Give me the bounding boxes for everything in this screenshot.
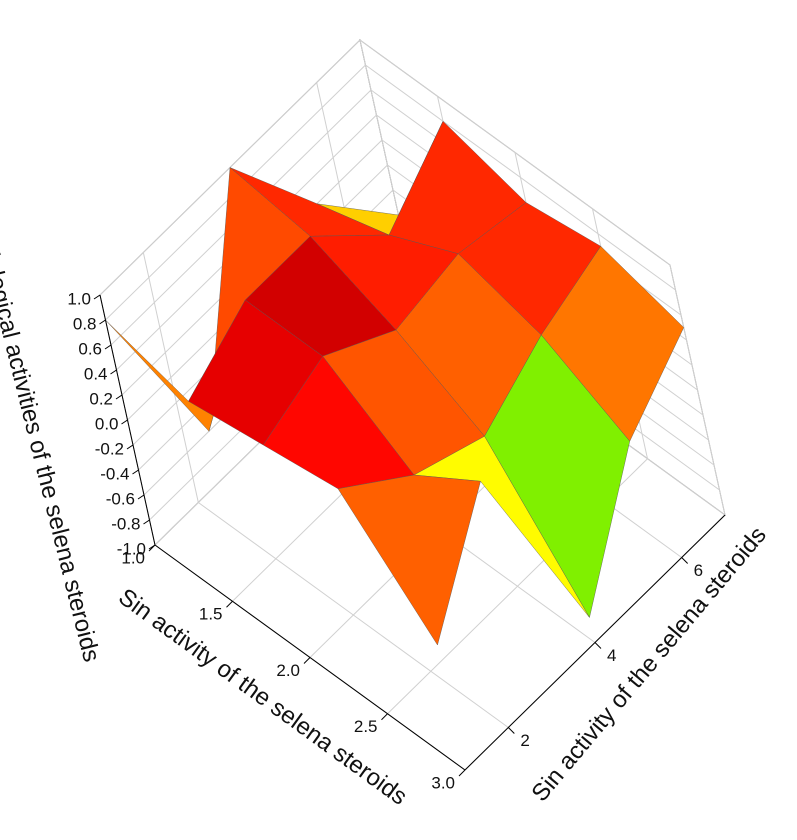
x-tick-label: 1.0 <box>121 548 145 567</box>
z-tick-label: 0.8 <box>73 314 97 333</box>
z-tick-label: 1.0 <box>67 289 91 308</box>
grid-line <box>142 252 199 503</box>
z-tick-label: -0.4 <box>100 464 129 483</box>
axis-line <box>464 514 726 771</box>
tick-mark <box>110 369 117 375</box>
tick-mark <box>99 319 106 325</box>
tick-mark <box>93 294 101 300</box>
tick-mark <box>104 344 112 350</box>
axis-line <box>154 544 466 771</box>
tick-mark <box>458 769 466 777</box>
axis-line <box>99 294 156 546</box>
z-tick-label: 0.6 <box>78 339 102 358</box>
x-tick-label: 2.0 <box>276 661 300 680</box>
tick-mark <box>115 394 123 400</box>
z-tick-label: -0.6 <box>106 489 135 508</box>
tick-mark <box>132 469 139 475</box>
z-tick-label: 0.4 <box>84 364 108 383</box>
tick-mark <box>507 727 515 734</box>
x-tick-label: 3.0 <box>431 773 455 792</box>
x-tick-label: 2.5 <box>354 717 378 736</box>
tick-mark <box>381 713 388 721</box>
tick-mark <box>594 642 602 649</box>
axes: -1.0 -0.8 -0.6 -0.4 -0.2 0.0 0.2 0.4 0.6 0.8 1.0 1.… <box>67 289 726 792</box>
tick-mark <box>121 419 128 425</box>
z-tick-label: 0.0 <box>95 414 119 433</box>
surface-patch <box>337 474 481 646</box>
grid-line <box>669 264 726 516</box>
x-tick-label: 1.5 <box>199 605 223 624</box>
y-tick-label: 6 <box>694 561 703 580</box>
y-tick-label: 2 <box>520 731 529 750</box>
tick-mark <box>137 494 145 500</box>
tick-mark <box>143 519 150 525</box>
surface <box>105 120 684 646</box>
tick-mark <box>126 444 134 450</box>
tick-mark <box>226 600 233 608</box>
z-tick-label: -1.0 <box>117 539 146 558</box>
z-tick-label: -0.8 <box>111 514 140 533</box>
tick-mark <box>148 544 156 552</box>
y-tick-label: 4 <box>607 646 616 665</box>
z-tick-label: -0.2 <box>95 439 124 458</box>
tick-mark <box>303 657 311 664</box>
grid-line <box>198 502 509 728</box>
tick-mark <box>681 557 689 564</box>
z-tick-label: 0.2 <box>89 389 113 408</box>
